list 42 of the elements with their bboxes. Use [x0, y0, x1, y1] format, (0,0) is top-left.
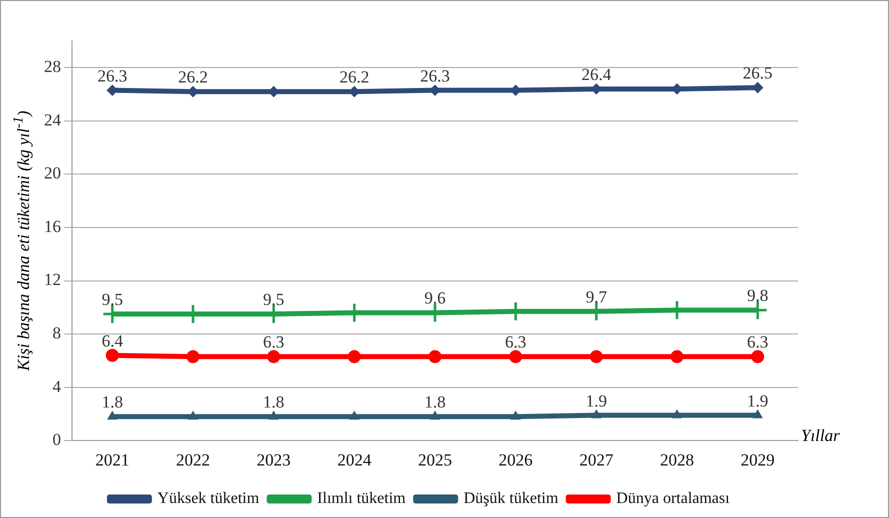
x-axis-title: Yıllar — [801, 426, 840, 446]
y-tick-label: 4 — [52, 376, 62, 396]
data-label: 9.6 — [424, 288, 446, 308]
y-tick-label: 24 — [44, 110, 62, 130]
data-label: 9.5 — [263, 290, 284, 310]
legend-label: Yüksek tüketim — [157, 490, 260, 508]
data-label: 1.9 — [586, 391, 607, 410]
data-label: 1.9 — [747, 391, 768, 410]
data-label: 9.7 — [586, 287, 608, 306]
data-label: 26.2 — [339, 68, 370, 87]
y-tick-label: 16 — [44, 216, 61, 236]
data-label: 26.2 — [178, 68, 208, 87]
data-label: 6.3 — [505, 332, 526, 352]
x-tick-label: 2026 — [498, 450, 533, 470]
data-label: 1.8 — [102, 392, 123, 412]
data-label: 6.3 — [263, 332, 284, 352]
data-label: 26.3 — [97, 66, 128, 86]
data-label: 26.3 — [420, 66, 450, 86]
x-tick-label: 2021 — [95, 450, 130, 470]
legend-label: Düşük tüketim — [464, 490, 559, 508]
data-label: 6.4 — [102, 331, 124, 350]
y-tick-label: 20 — [44, 164, 61, 183]
y-tick-label: 8 — [52, 324, 61, 343]
x-tick-label: 2024 — [337, 450, 372, 470]
data-label: 1.8 — [424, 392, 446, 412]
data-label: 26.4 — [581, 64, 612, 84]
x-tick-label: 2023 — [256, 450, 291, 470]
data-label: 6.3 — [747, 332, 768, 352]
data-label: 9.8 — [747, 286, 768, 306]
data-label: 1.8 — [263, 392, 284, 412]
y-tick-label: 12 — [44, 270, 61, 290]
legend-label: Ilımlı tüketim — [317, 490, 406, 508]
x-tick-label: 2025 — [418, 450, 452, 470]
x-tick-label: 2027 — [579, 450, 614, 470]
y-tick-label: 28 — [44, 57, 61, 76]
x-tick-label: 2029 — [740, 450, 775, 470]
data-label: 9.5 — [102, 290, 123, 310]
x-tick-label: 2022 — [176, 450, 210, 470]
legend-label: Dünya ortalaması — [616, 490, 730, 508]
data-label: 26.5 — [742, 64, 773, 83]
x-tick-label: 2028 — [660, 450, 694, 470]
y-tick-label: 0 — [52, 430, 61, 450]
